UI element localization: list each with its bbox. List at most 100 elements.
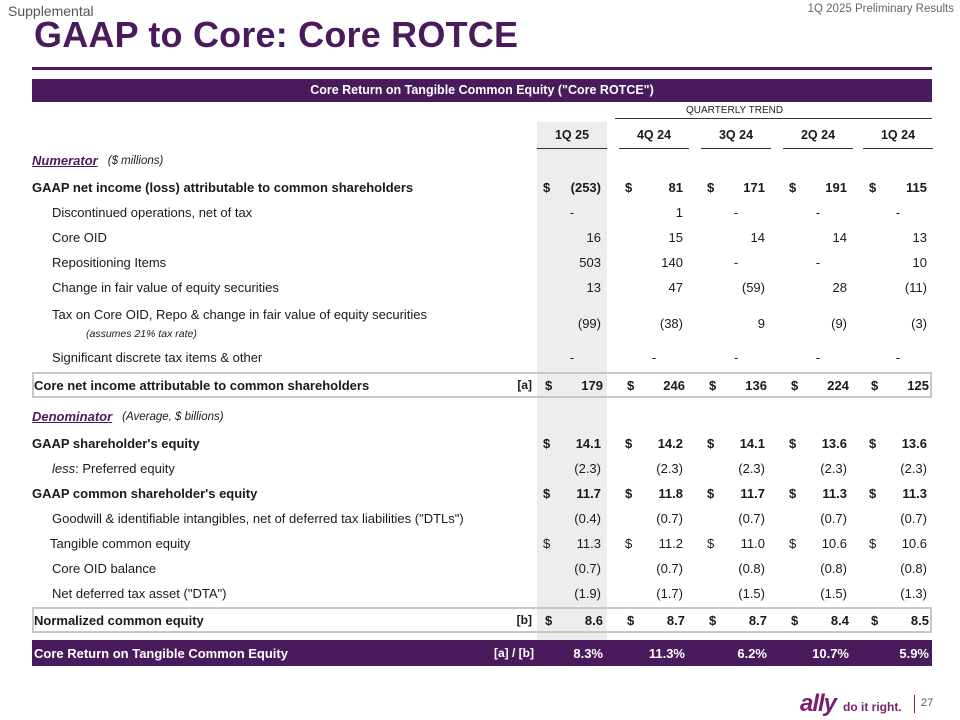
numerator-heading: Numerator ($ millions): [32, 148, 932, 173]
table-cell: 14: [783, 225, 853, 250]
column-header: 4Q 24: [636, 128, 672, 142]
section-label: Supplemental: [8, 3, 94, 19]
row-label: Discontinued operations, net of tax: [52, 205, 253, 220]
column-header: 3Q 24: [718, 128, 754, 142]
cell-value: 11.3: [902, 486, 927, 501]
table-cell: $11.3: [783, 481, 853, 506]
cell-value: 28: [832, 280, 847, 295]
cell-value: -: [895, 350, 901, 365]
brand-tagline: do it right.: [843, 700, 902, 714]
table-cell: 10: [863, 250, 933, 275]
cell-value: (59): [741, 280, 765, 295]
row-label: Significant discrete tax items & other: [52, 350, 263, 365]
table-cell: $11.8: [619, 481, 689, 506]
table-cell: 14: [701, 225, 771, 250]
currency-symbol: $: [543, 536, 551, 551]
table-cell: (1.5): [783, 581, 853, 606]
cell-value: 13: [586, 280, 601, 295]
table-cell: $14.2: [619, 431, 689, 456]
table-cell: (1.7): [619, 581, 689, 606]
column-header-rule: [619, 148, 689, 149]
cell-value: 8.4: [830, 612, 849, 628]
rotce-result-row: Core Return on Tangible Common Equity [a…: [32, 640, 932, 666]
cell-value: -: [815, 350, 821, 365]
currency-symbol: $: [869, 536, 877, 551]
table-cell: 28: [783, 275, 853, 300]
cell-value: 11.8: [658, 486, 683, 501]
cell-value: 47: [668, 280, 683, 295]
table-cell: $13.6: [863, 431, 933, 456]
trend-label: QUARTERLY TREND: [686, 105, 784, 116]
cell-value: 6.2%: [737, 645, 767, 661]
cell-value: (0.8): [820, 561, 847, 576]
table-cell: (2.3): [619, 456, 689, 481]
currency-symbol: $: [543, 436, 551, 451]
cell-value: 13: [912, 230, 927, 245]
row-label: GAAP net income (loss) attributable to c…: [32, 180, 414, 195]
cell-value: 11.3%: [648, 645, 685, 661]
numerator-label: Numerator: [32, 153, 98, 168]
table-cell: (0.7): [619, 556, 689, 581]
table-cell: (0.4): [537, 506, 607, 531]
currency-symbol: $: [707, 436, 715, 451]
table-row: Discontinued operations, net of tax - 1 - -…: [32, 200, 932, 225]
cell-value: 179: [581, 377, 603, 393]
cell-value: (0.8): [900, 561, 927, 576]
table-cell: (1.9): [537, 581, 607, 606]
table-cell: (9): [783, 300, 853, 346]
cell-value: 15: [668, 230, 683, 245]
cell-value: -: [815, 255, 821, 270]
cell-value: -: [815, 205, 821, 220]
currency-symbol: $: [871, 377, 879, 393]
table-cell: (99): [537, 300, 607, 346]
table-cell: -: [619, 345, 689, 370]
title-divider: [32, 67, 932, 70]
column-header-rule: [783, 148, 853, 149]
table-cell: 47: [619, 275, 689, 300]
currency-symbol: $: [627, 612, 635, 628]
row-reference: [a]: [517, 378, 532, 392]
cell-value: 11.0: [740, 536, 765, 551]
table-row: Net deferred tax asset ("DTA") (1.9) (1.7…: [32, 581, 932, 606]
currency-symbol: $: [543, 180, 551, 195]
cell-value: 11.2: [658, 536, 683, 551]
currency-symbol: $: [869, 436, 877, 451]
currency-symbol: $: [625, 436, 633, 451]
table-cell: $115: [863, 175, 933, 200]
cell-value: -: [733, 255, 739, 270]
table-cell: -: [863, 200, 933, 225]
footer-divider: [914, 695, 915, 713]
table-cell: $14.1: [537, 431, 607, 456]
table-cell: -: [783, 250, 853, 275]
cell-value: 16: [586, 230, 601, 245]
currency-symbol: $: [543, 486, 551, 501]
table-cell: -: [863, 345, 933, 370]
table-cell: 5.9%: [863, 640, 933, 666]
currency-symbol: $: [627, 377, 635, 393]
cell-value: (2.3): [820, 461, 847, 476]
cell-value: -: [569, 350, 575, 365]
table-cell: -: [783, 345, 853, 370]
row-reference: [a] / [b]: [494, 646, 534, 660]
row-label: Normalized common equity: [34, 612, 204, 628]
row-label: Tangible common equity: [50, 536, 191, 551]
table-cell: $11.3: [863, 481, 933, 506]
table-cell: (0.7): [783, 506, 853, 531]
trend-divider: [615, 118, 932, 119]
table-cell: (0.8): [701, 556, 771, 581]
table-cell: -: [537, 345, 607, 370]
cell-value: (0.7): [820, 511, 847, 526]
cell-value: 140: [661, 255, 683, 270]
report-label: 1Q 2025 Preliminary Results: [807, 3, 954, 15]
table-cell: 6.2%: [701, 640, 771, 666]
table-cell: (0.7): [863, 506, 933, 531]
currency-symbol: $: [869, 486, 877, 501]
table-cell: $8.6: [539, 609, 609, 631]
row-label: Core OID: [52, 230, 107, 245]
table-row: GAAP net income (loss) attributable to c…: [32, 175, 932, 200]
cell-value: (0.8): [738, 561, 765, 576]
row-label-note: (assumes 21% tax rate): [86, 327, 197, 340]
cell-value: (1.9): [574, 586, 601, 601]
cell-value: 8.6: [584, 612, 603, 628]
cell-value: 10.6: [821, 536, 847, 551]
